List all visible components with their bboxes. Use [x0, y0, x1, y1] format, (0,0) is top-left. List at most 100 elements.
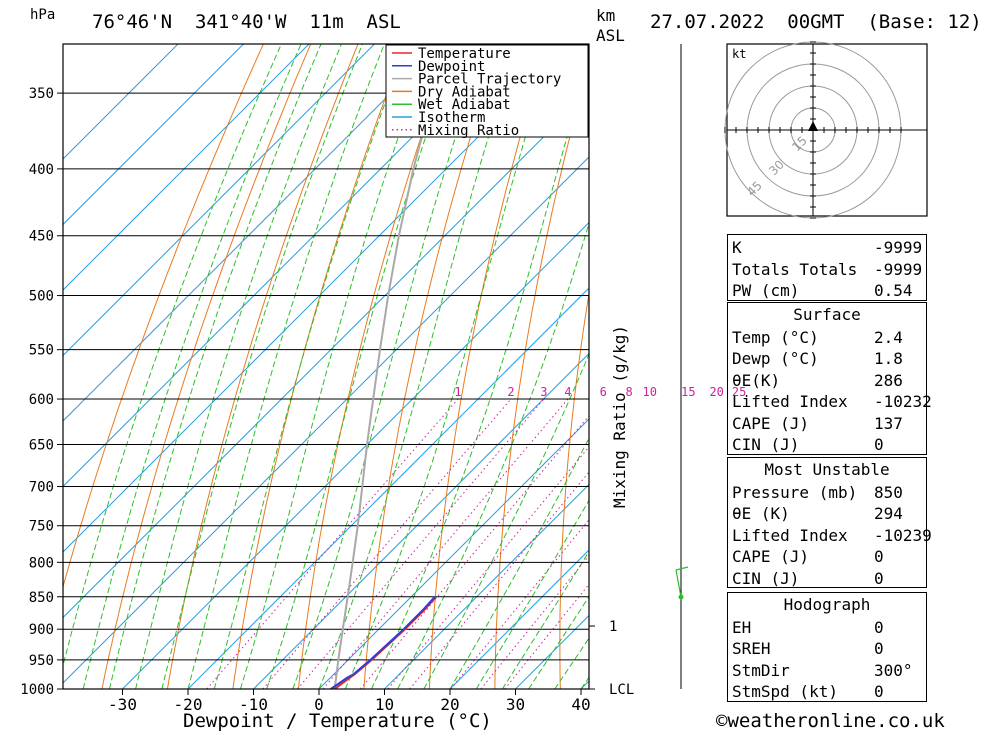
index-value: 0.54 [874, 281, 913, 300]
x-tick-label: 30 [506, 695, 525, 714]
hodograph-table-value: 0 [874, 639, 884, 658]
isotherm-line [449, 549, 589, 689]
index-label: Totals Totals [732, 259, 858, 279]
most-unstable-value: 0 [874, 568, 884, 588]
wet-adiabat-line [318, 44, 519, 689]
isotherm-line [63, 156, 589, 684]
mixing-ratio-line [409, 471, 589, 689]
isotherm-line [63, 44, 310, 291]
dry-adiabat-line [166, 44, 359, 689]
hodograph-table-label: SREH [732, 639, 771, 658]
y-tick-label: 600 [29, 392, 54, 408]
mixing-ratio-label: 15 [681, 385, 695, 399]
storm-motion-marker [808, 121, 818, 131]
isotherm-line [63, 44, 245, 226]
mixing-ratio-label: 10 [642, 385, 656, 399]
x-tick-label: 10 [375, 695, 394, 714]
surface-label: Dewp (°C) [732, 349, 819, 368]
hodograph-table-row: SREH 0 [728, 636, 926, 658]
forecast-datetime: 27.07.2022 00GMT (Base: 12) [650, 11, 982, 33]
surface-label: Lifted Index [732, 392, 848, 411]
y-tick-label: 400 [29, 162, 54, 178]
hodograph-table-row: StmSpd (kt) 0 [728, 679, 926, 701]
index-row: Totals Totals -9999 [728, 257, 926, 279]
surface-row: Temp (°C) 2.4 [728, 325, 926, 347]
hodograph-unit: kt [732, 47, 746, 61]
index-row: K -9999 [728, 235, 926, 257]
km-label: km [596, 6, 616, 25]
surface-title: Surface [793, 305, 861, 324]
surface-label: CAPE (J) [732, 413, 810, 433]
most-unstable-row: Pressure (mb) 850 [728, 480, 926, 502]
x-tick-label: -10 [239, 695, 268, 714]
mixing-ratio-line [322, 398, 569, 689]
most-unstable-value: 294 [874, 504, 903, 523]
dewpoint-line [330, 596, 436, 689]
x-tick-label: -20 [174, 695, 203, 714]
wet-adiabat-line [135, 44, 343, 689]
surface-label: θE(K) [732, 370, 781, 390]
mixing-ratio-label: 1 [454, 385, 461, 399]
km-tick-label: 1 [609, 619, 617, 635]
mixing-ratio-label: 25 [732, 385, 746, 399]
mixing-ratio-label: 3 [540, 385, 547, 399]
plot-frame [62, 43, 590, 690]
surface-value: 0 [874, 435, 884, 454]
surface-value: 2.4 [874, 327, 903, 347]
x-tick-label: -30 [108, 695, 137, 714]
y-tick-label: 750 [29, 519, 54, 535]
surface-row: CAPE (J) 137 [728, 411, 926, 433]
surface-row: Dewp (°C) 1.8 [728, 346, 926, 368]
index-label: K [732, 238, 742, 257]
most-unstable-label: CAPE (J) [732, 547, 810, 566]
most-unstable-label: Pressure (mb) [732, 482, 858, 502]
legend-label: Dewpoint [418, 59, 485, 75]
most-unstable-title: Most Unstable [764, 460, 890, 479]
indices-panel: K -9999 Totals Totals -9999 PW (cm) 0.54 [727, 234, 927, 301]
hodograph-table-value: 0 [874, 682, 884, 701]
mixing-ratio-line [387, 446, 589, 689]
hodograph-table-label: EH [732, 617, 752, 637]
mixing-ratio-label: 8 [625, 385, 632, 399]
copyright-link[interactable]: ©weatheronline.co.uk [716, 710, 945, 732]
most-unstable-label: Lifted Index [732, 525, 848, 545]
surface-row: Lifted Index -10232 [728, 389, 932, 411]
mixing-ratio-axis-title: Mixing Ratio (g/kg) [610, 324, 629, 508]
mixing-ratio-label: 6 [600, 385, 607, 399]
hodograph-table-row: EH 0 [728, 615, 926, 637]
surface-value: 1.8 [874, 349, 903, 368]
parcel-trajectory-line [333, 44, 449, 689]
index-label: PW (cm) [732, 281, 800, 300]
pressure-unit-label: hPa [30, 7, 56, 23]
isotherm-line [318, 418, 589, 689]
isotherm-line [122, 221, 589, 689]
mixing-ratio-line [450, 519, 589, 689]
surface-label: CIN (J) [732, 435, 800, 454]
index-value: -9999 [874, 238, 923, 257]
mixing-ratio-line [360, 415, 589, 689]
wet-adiabat-line [82, 44, 302, 689]
isotherm-line [253, 352, 589, 689]
x-tick-label: 20 [440, 695, 459, 714]
legend-label: Mixing Ratio [418, 123, 519, 139]
dry-adiabat-line [964, 6, 1000, 689]
most-unstable-row: CAPE (J) 0 [728, 544, 926, 566]
wet-adiabat-line [187, 44, 385, 689]
surface-row: CIN (J) 0 [728, 432, 926, 454]
mixing-ratio-label: 4 [564, 385, 571, 399]
isotherm-line [63, 44, 441, 422]
wind-barb [675, 566, 689, 600]
most-unstable-value: -10239 [874, 525, 932, 545]
most-unstable-row: CIN (J) 0 [728, 566, 926, 588]
surface-value: -10232 [874, 392, 932, 411]
index-value: -9999 [874, 259, 923, 279]
most-unstable-row: Lifted Index -10239 [728, 523, 932, 545]
wet-adiabat-line [501, 550, 589, 689]
y-tick-label: 650 [29, 437, 54, 453]
most-unstable-label: θE (K) [732, 504, 790, 523]
hodograph-table-title: Hodograph [783, 595, 871, 614]
legend-label: Parcel Trajectory [418, 72, 561, 88]
legend-label: Isotherm [418, 110, 485, 126]
